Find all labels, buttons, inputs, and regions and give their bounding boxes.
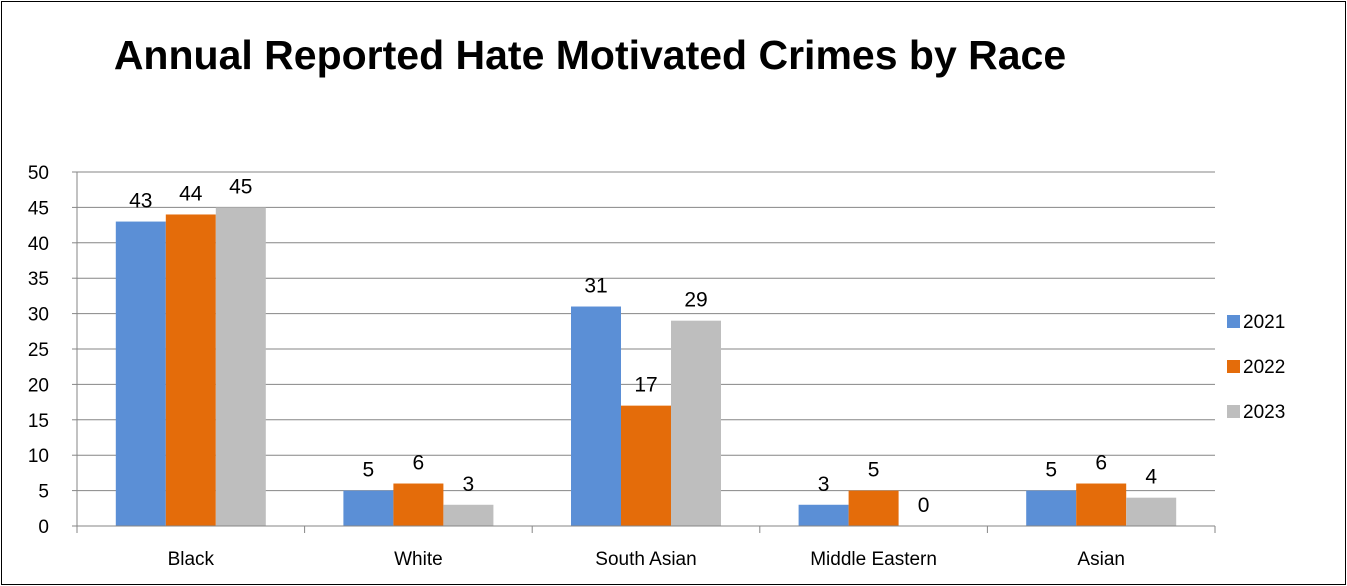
- y-tick-label-35: 35: [28, 269, 49, 290]
- legend-label-2023: 2023: [1243, 402, 1285, 423]
- bar-south-asian-2021: [571, 306, 621, 526]
- bar-asian-2021: [1026, 490, 1077, 526]
- bar-asian-2023: [1126, 497, 1177, 526]
- legend-label-2021: 2021: [1243, 312, 1285, 333]
- bar-south-asian-2023: [671, 320, 721, 526]
- x-tick-label-middle-eastern: Middle Eastern: [810, 549, 937, 570]
- bar-white-2023: [443, 504, 494, 526]
- y-tick-label-30: 30: [28, 305, 49, 326]
- data-label-asian-2023: 4: [1145, 466, 1157, 489]
- bar-white-2022: [393, 483, 444, 526]
- x-tick-label-black: Black: [168, 549, 215, 570]
- data-label-south-asian-2023: 29: [684, 289, 707, 312]
- data-label-black-2021: 43: [129, 190, 152, 213]
- data-label-south-asian-2022: 17: [634, 374, 657, 397]
- bar-asian-2022: [1076, 483, 1127, 526]
- y-tick-label-25: 25: [28, 340, 49, 361]
- chart-title: Annual Reported Hate Motivated Crimes by…: [113, 32, 1067, 78]
- y-tick-label-20: 20: [28, 375, 49, 396]
- y-tick-label-45: 45: [28, 198, 49, 219]
- data-label-south-asian-2021: 31: [584, 275, 607, 298]
- legend-swatch-2023: [1227, 405, 1240, 418]
- data-label-white-2022: 6: [413, 452, 425, 475]
- y-tick-label-50: 50: [28, 163, 49, 184]
- legend-swatch-2021: [1227, 315, 1240, 328]
- legend-swatch-2022: [1227, 360, 1240, 373]
- y-tick-label-10: 10: [28, 446, 49, 467]
- data-label-black-2022: 44: [179, 182, 203, 205]
- y-tick-label-40: 40: [28, 234, 49, 255]
- data-label-white-2021: 5: [363, 459, 375, 482]
- data-label-middle-eastern-2021: 3: [818, 473, 830, 496]
- y-tick-label-5: 5: [38, 482, 49, 503]
- bar-middle-eastern-2022: [848, 490, 899, 526]
- x-tick-label-white: White: [394, 549, 443, 570]
- bar-black-2021: [115, 221, 166, 526]
- data-label-black-2023: 45: [229, 175, 252, 198]
- bar-white-2021: [343, 490, 394, 526]
- data-label-asian-2022: 6: [1095, 452, 1107, 475]
- data-label-middle-eastern-2023: 0: [918, 494, 930, 517]
- data-label-asian-2021: 5: [1045, 459, 1057, 482]
- bar-black-2022: [165, 214, 216, 527]
- bar-black-2023: [215, 207, 266, 526]
- y-tick-label-0: 0: [38, 517, 49, 538]
- data-label-middle-eastern-2022: 5: [868, 459, 880, 482]
- data-label-white-2023: 3: [463, 473, 475, 496]
- x-tick-label-south-asian: South Asian: [595, 549, 696, 570]
- legend-label-2022: 2022: [1243, 357, 1285, 378]
- x-tick-label-asian: Asian: [1077, 549, 1125, 570]
- bar-south-asian-2022: [621, 405, 671, 526]
- bar-middle-eastern-2021: [798, 504, 849, 526]
- y-tick-label-15: 15: [28, 411, 49, 432]
